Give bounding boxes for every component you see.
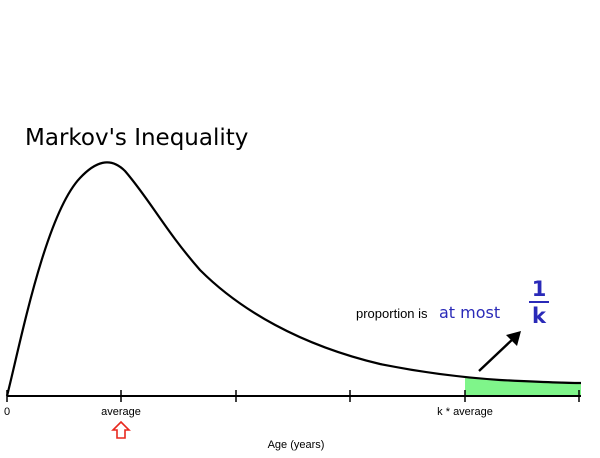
tail-region	[465, 378, 581, 396]
distribution-curve	[5, 161, 582, 397]
x-axis-ticks	[6, 390, 580, 402]
diagram-title: Markov's Inequality	[25, 125, 248, 151]
tick-label-k-average: k * average	[437, 406, 493, 418]
fraction-denominator: k	[532, 304, 547, 328]
tick-label-average: average	[101, 406, 141, 418]
annotation: proportion is at most	[356, 303, 500, 322]
x-axis-label: Age (years)	[268, 439, 325, 451]
diagonal-arrow-icon	[478, 331, 521, 372]
fraction-numerator: 1	[532, 277, 547, 301]
up-arrow-outline-icon	[111, 420, 131, 439]
annotation-emphasis: at most	[439, 303, 500, 322]
tick-label-zero: 0	[4, 406, 10, 418]
annotation-prefix: proportion is	[356, 306, 428, 321]
